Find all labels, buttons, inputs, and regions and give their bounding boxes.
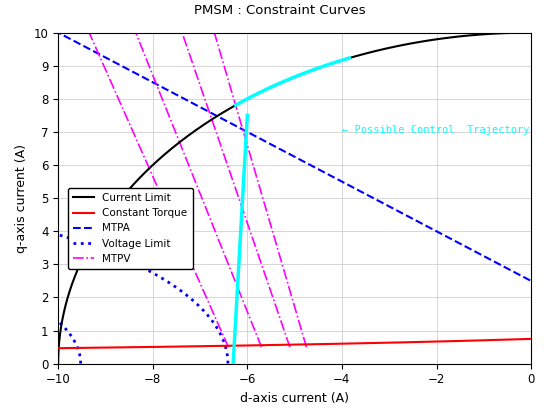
MTPA — [33, 18, 40, 24]
MTPV — [198, 283, 204, 288]
Text: PMSM : Constraint Curves: PMSM : Constraint Curves — [194, 4, 366, 17]
Line: Current Limit: Current Limit — [58, 33, 531, 364]
MTPV — [91, 42, 97, 47]
Current Limit — [184, 134, 190, 139]
Constant Torque — [337, 341, 343, 346]
Line: MTPA: MTPA — [35, 20, 531, 281]
MTPV — [86, 30, 92, 35]
Line: Voltage Limit: Voltage Limit — [58, 321, 81, 364]
MTPA — [481, 254, 488, 259]
Text: ← Possible Control  Trajectory: ← Possible Control Trajectory — [342, 125, 529, 135]
MTPA — [450, 237, 456, 242]
Constant Torque — [516, 337, 523, 342]
Constant Torque — [528, 336, 534, 341]
MTPA — [528, 278, 534, 284]
Constant Torque — [311, 342, 318, 347]
MTPA — [335, 177, 342, 182]
MTPA — [31, 18, 38, 23]
MTPV — [186, 257, 193, 262]
Current Limit — [216, 113, 222, 118]
Legend: Current Limit, Constant Torque, MTPA, Voltage Limit, MTPV: Current Limit, Constant Torque, MTPA, Vo… — [68, 188, 193, 269]
MTPV — [225, 345, 232, 350]
Constant Torque — [282, 342, 289, 347]
MTPA — [327, 173, 334, 178]
MTPA — [325, 172, 332, 177]
Current Limit — [528, 30, 534, 35]
Current Limit — [247, 95, 254, 100]
Line: Constant Torque: Constant Torque — [58, 339, 531, 348]
Current Limit — [180, 136, 187, 142]
Constant Torque — [55, 346, 62, 351]
Current Limit — [395, 43, 402, 48]
MTPV — [219, 331, 226, 336]
Line: MTPV: MTPV — [82, 16, 228, 347]
MTPV — [216, 325, 223, 330]
X-axis label: d-axis current (A): d-axis current (A) — [240, 392, 349, 405]
Current Limit — [55, 361, 62, 366]
Y-axis label: q-axis current (A): q-axis current (A) — [15, 144, 28, 253]
Constant Torque — [442, 339, 449, 344]
Constant Torque — [279, 342, 286, 347]
Current Limit — [510, 30, 516, 35]
MTPV — [78, 13, 85, 18]
